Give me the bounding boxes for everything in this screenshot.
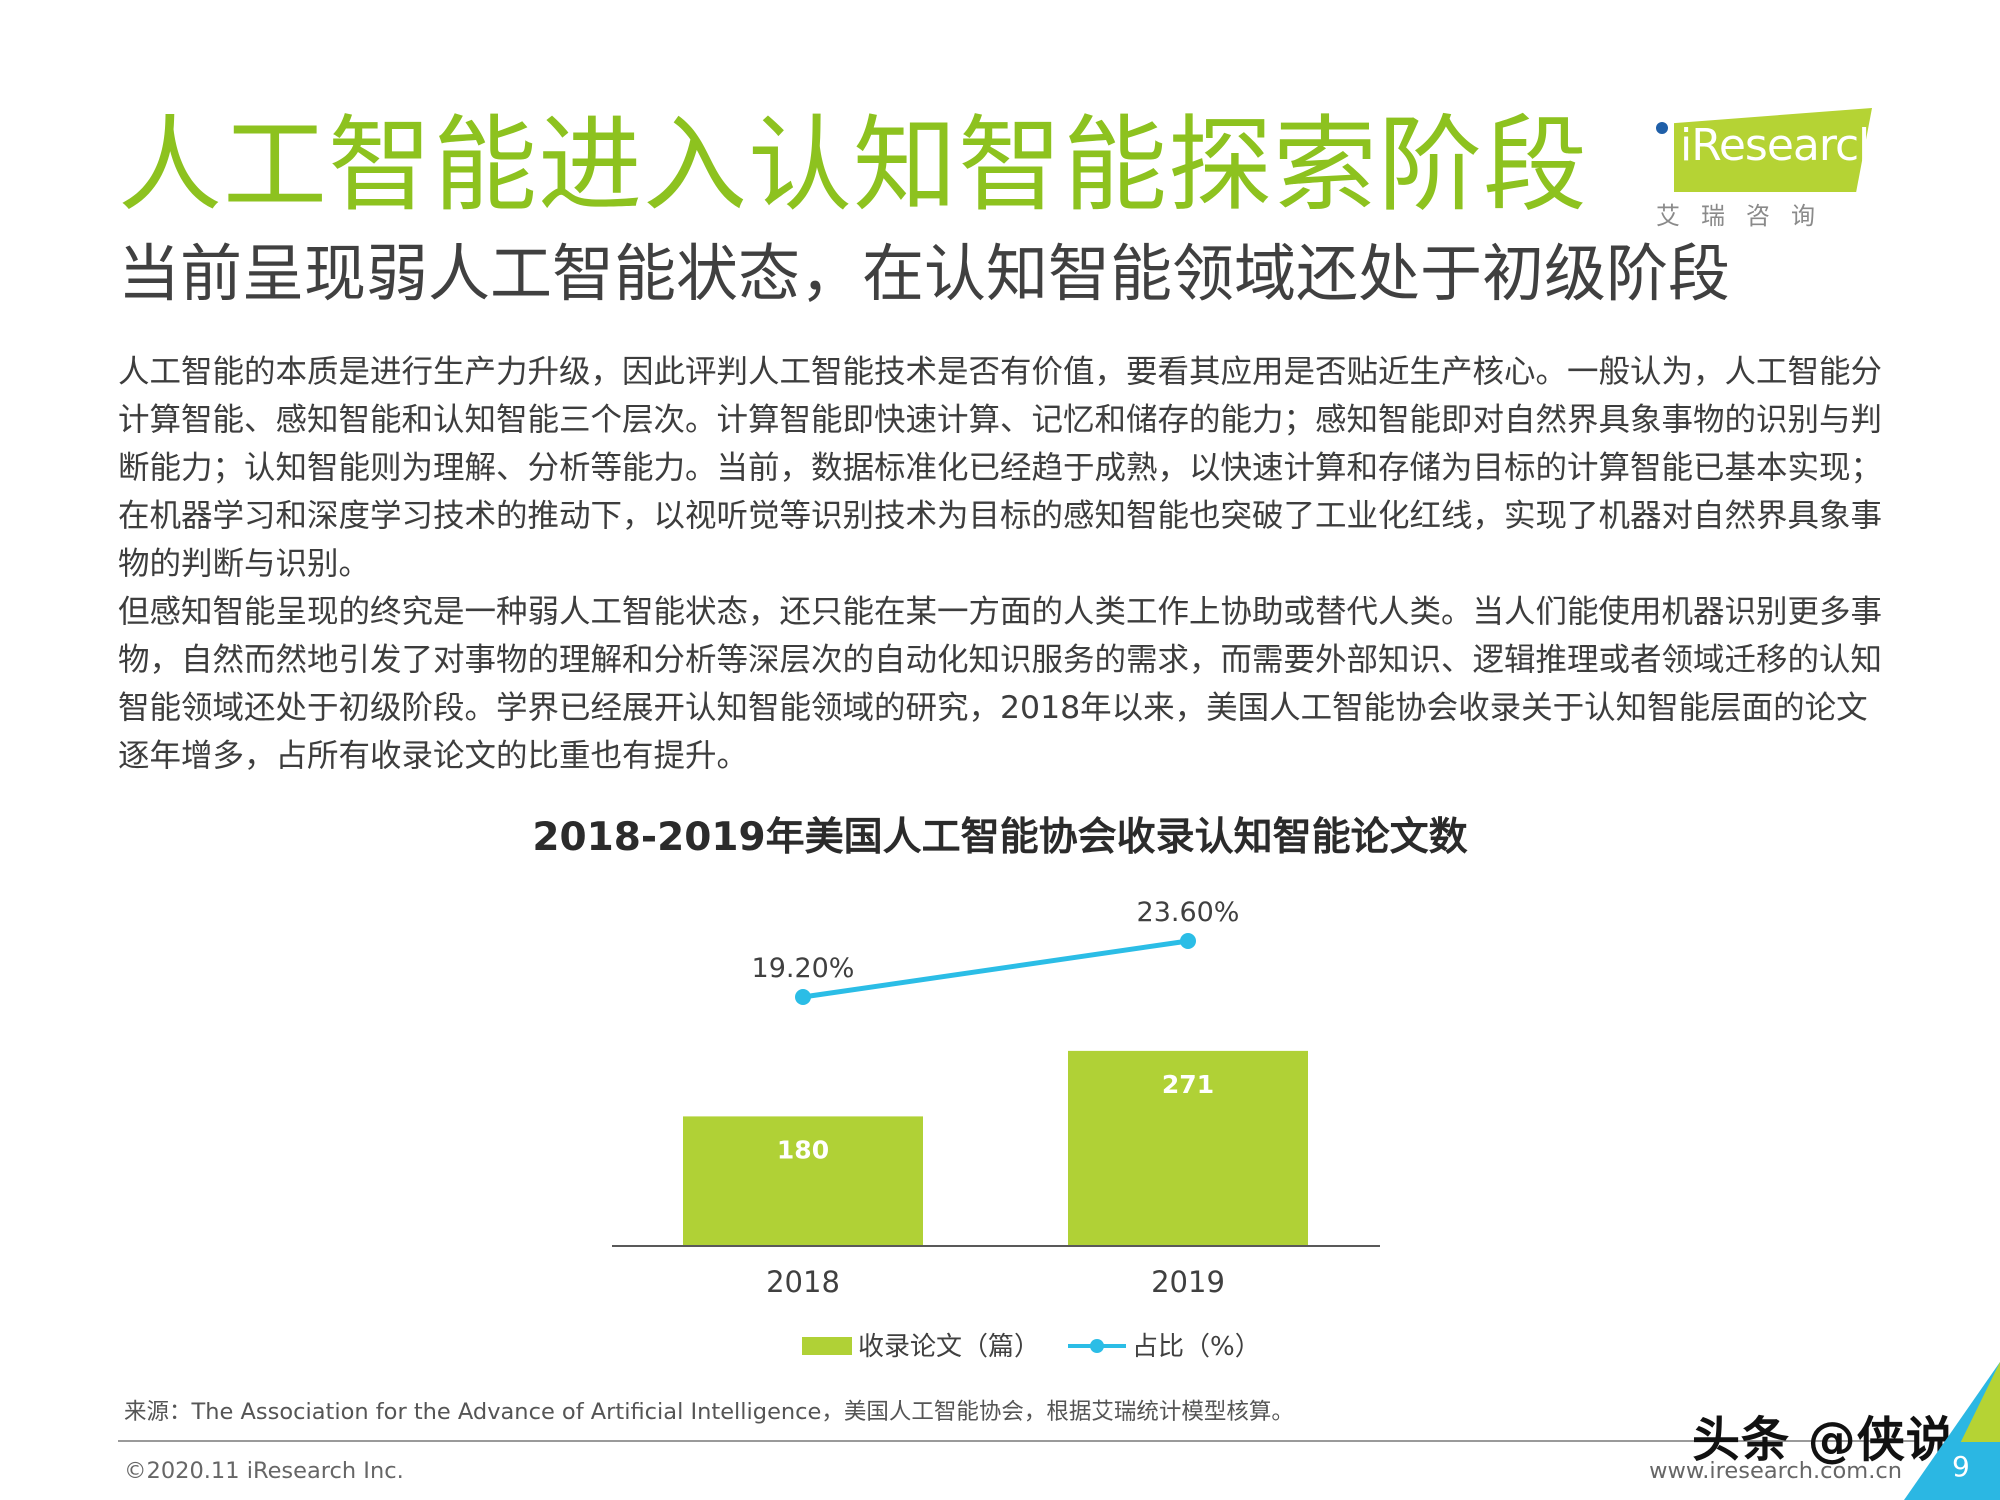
x-tick-label-2018: 2018 [766,1265,840,1299]
body-text: 人工智能的本质是进行生产力升级，因此评判人工智能技术是否有价值，要看其应用是否贴… [118,348,1898,780]
copyright: ©2020.11 iResearch Inc. [124,1458,404,1484]
bar-value-label-2018: 180 [777,1135,829,1164]
legend: 收录论文（篇） 占比（%） [802,1332,1261,1362]
percent-point-2018 [795,989,811,1005]
percent-line [802,938,1189,1000]
source-note: 来源：The Association for the Advance of Ar… [124,1399,1294,1425]
site-url[interactable]: www.iresearch.com.cn [1649,1458,1902,1484]
page-subtitle: 当前呈现弱人工智能状态，在认知智能领域还处于初级阶段 [118,237,1731,310]
percent-label-2018: 19.20% [752,953,855,984]
bar-value-label-2019: 271 [1162,1070,1214,1099]
legend-bar-swatch [802,1337,852,1355]
footer-divider [118,1440,1916,1442]
chart-title: 2018-2019年美国人工智能协会收录认知智能论文数 [532,815,1468,860]
x-tick-label-2019: 2019 [1151,1265,1225,1299]
x-tick-labels: 2018 2019 [766,1265,1225,1299]
logo-dot-icon [1656,122,1668,134]
page-number: 9 [1952,1450,1970,1483]
watermark: 头条 @侠说 [1692,1412,1955,1468]
bar-2019 [1068,1050,1308,1246]
body-paragraph-1: 人工智能的本质是进行生产力升级，因此评判人工智能技术是否有价值，要看其应用是否贴… [118,354,1883,582]
bar-2018 [683,1116,923,1246]
percent-label-2019: 23.60% [1137,897,1240,928]
page-title: 人工智能进入认知智能探索阶段 [118,104,1589,226]
logo-text: iResearch [1680,120,1886,171]
legend-line-marker [1090,1339,1104,1353]
body-paragraph-2: 但感知智能呈现的终究是一种弱人工智能状态，还只能在某一方面的人类工作上协助或替代… [118,594,1883,774]
bars-layer: 180 271 [683,1050,1308,1246]
iresearch-logo: iResearch 艾瑞咨询 [1650,104,1900,234]
combo-chart: 180 271 19.20% 23.60% 2018 2019 收录论文（篇） 占比（%… [612,897,1380,1362]
logo-background [1674,108,1872,192]
legend-line-label: 占比（%） [1132,1332,1261,1362]
logo-subtext: 艾瑞咨询 [1656,202,1836,230]
legend-bar-label: 收录论文（篇） [858,1332,1040,1362]
line-layer: 19.20% 23.60% [752,897,1240,1005]
percent-point-2019 [1180,932,1196,949]
